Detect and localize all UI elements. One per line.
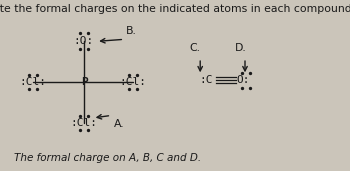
Text: The formal charge on A, B, C and D.: The formal charge on A, B, C and D. <box>14 153 201 163</box>
Text: :C: :C <box>200 75 213 85</box>
Text: B.: B. <box>126 26 137 36</box>
Text: P: P <box>80 77 88 87</box>
Text: :Cl:: :Cl: <box>70 118 98 128</box>
Text: O:: O: <box>237 75 250 85</box>
Text: :Cl:: :Cl: <box>119 77 147 87</box>
Text: A.: A. <box>114 119 124 129</box>
Text: :O:: :O: <box>74 36 94 46</box>
Text: :Cl:: :Cl: <box>20 77 47 87</box>
Text: C.: C. <box>190 43 201 53</box>
Text: D.: D. <box>235 43 247 53</box>
Text: Calculate the formal charges on the indicated atoms in each compound below.: Calculate the formal charges on the indi… <box>0 4 350 14</box>
